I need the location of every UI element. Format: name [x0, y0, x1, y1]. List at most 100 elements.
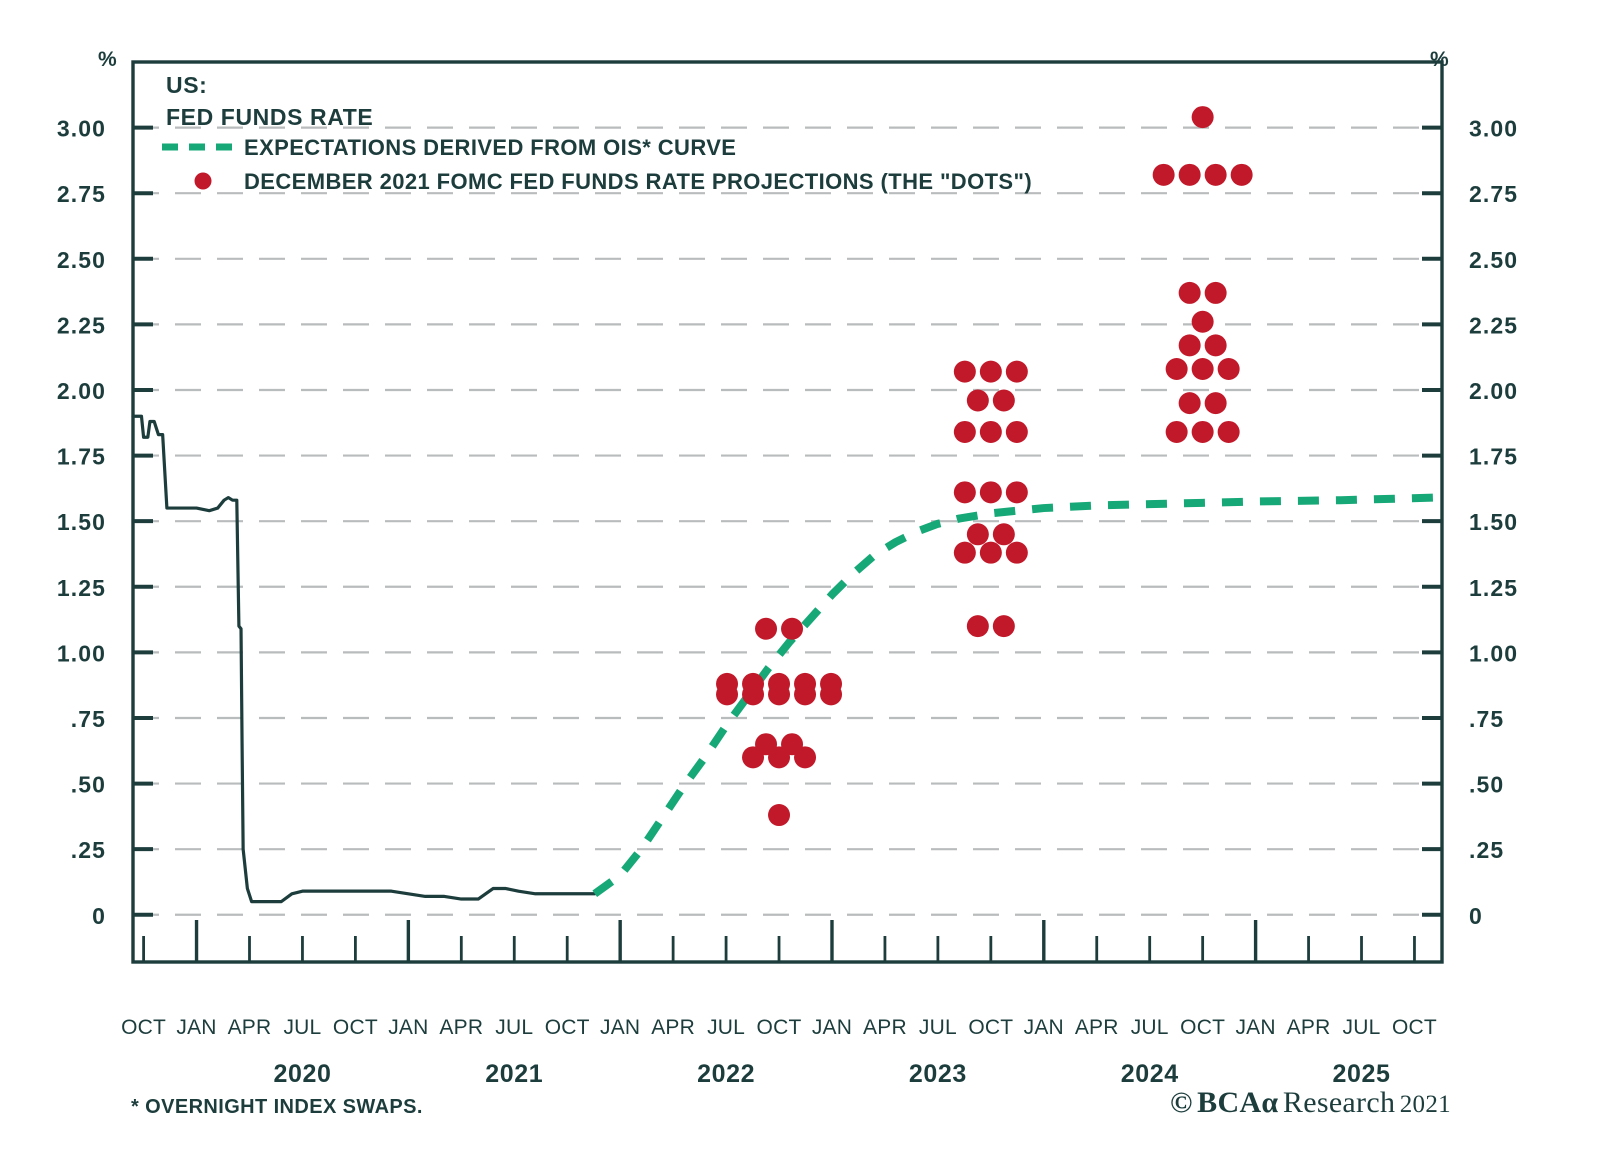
x-tick-label: OCT — [545, 1016, 590, 1039]
y-tick-label-right: 2.50 — [1469, 247, 1518, 273]
legend-ois-dash-swatch — [162, 143, 234, 151]
fomc-dot — [1165, 358, 1188, 380]
y-tick-label-right: 2.00 — [1469, 378, 1518, 404]
y-tick-label-left: 1.00 — [57, 640, 106, 666]
y-tick-label-right: 0 — [1469, 903, 1483, 929]
x-tick-label: JAN — [388, 1016, 428, 1039]
x-tick-label: APR — [1287, 1016, 1331, 1039]
y-tick-label-right: .75 — [1469, 706, 1504, 732]
x-tick-label: JUL — [1131, 1016, 1169, 1039]
x-tick-label: APR — [439, 1016, 483, 1039]
x-tick-label: OCT — [1180, 1016, 1225, 1039]
fomc-dot — [953, 481, 976, 504]
y-axis-labels-right: 0 .25 .50 .75 1.00 1.25 1.50 1.75 2.00 2.25 2.50 2.… — [1469, 116, 1518, 929]
fomc-dot — [953, 541, 976, 564]
x-tick-label: JAN — [176, 1016, 216, 1039]
fomc-dot — [716, 683, 739, 706]
left-axis-unit: % — [98, 48, 117, 71]
fomc-dot — [992, 523, 1015, 546]
copyright-brand: BCA — [1197, 1086, 1262, 1119]
x-tick-label: OCT — [121, 1016, 166, 1039]
year-label: 2020 — [273, 1060, 331, 1088]
y-tick-label-right: 2.75 — [1469, 181, 1518, 207]
fomc-dot — [794, 683, 817, 706]
x-tick-label: OCT — [757, 1016, 802, 1039]
x-axis-ticks — [142, 920, 1416, 962]
y-tick-label-left: 2.75 — [57, 181, 106, 207]
copyright-name: Research — [1282, 1086, 1396, 1119]
fomc-dot — [1191, 106, 1214, 129]
y-tick-label-right: 1.00 — [1469, 640, 1518, 666]
y-tick-label-left: 0 — [92, 903, 106, 929]
fomc-dot — [979, 420, 1002, 443]
right-axis-unit: % — [1430, 48, 1449, 71]
fomc-dot — [1204, 163, 1227, 186]
fomc-dot — [1191, 420, 1214, 443]
fomc-dot — [742, 746, 765, 769]
fomc-dot — [781, 617, 804, 640]
fomc-dot — [1204, 392, 1227, 415]
y-tick-label-left: 1.75 — [57, 444, 106, 470]
y-tick-label-right: 2.25 — [1469, 312, 1518, 338]
fomc-dot — [979, 360, 1002, 383]
fomc-dot — [953, 420, 976, 443]
y-tick-label-left: 3.00 — [57, 116, 106, 142]
fomc-dot — [1178, 281, 1201, 304]
y-tick-label-right: 1.75 — [1469, 444, 1518, 470]
fomc-dot — [755, 617, 778, 640]
x-tick-label: JAN — [1235, 1016, 1275, 1039]
y-tick-label-left: 1.50 — [57, 509, 106, 535]
fomc-dot — [992, 615, 1015, 638]
fomc-dot — [992, 389, 1015, 412]
x-tick-label: APR — [1075, 1016, 1119, 1039]
legend-title-line1: US: — [166, 72, 208, 98]
fomc-dot — [979, 481, 1002, 504]
y-axis-ticks-left — [133, 125, 153, 917]
fomc-dot — [1217, 420, 1240, 443]
series-fed-funds-rate-line — [131, 414, 597, 904]
y-tick-label-left: .50 — [71, 772, 106, 798]
x-tick-label: JUL — [283, 1016, 321, 1039]
x-axis-labels: OCT JAN APR JUL OCT JAN APR JUL OCT JAN APR JUL OCT J… — [121, 1016, 1437, 1039]
fomc-dot — [1178, 392, 1201, 415]
fomc-dot — [1204, 281, 1227, 304]
fomc-dot — [1005, 420, 1028, 443]
series-fomc-dots — [716, 106, 1253, 827]
x-tick-label: JAN — [812, 1016, 852, 1039]
x-tick-label: OCT — [968, 1016, 1013, 1039]
y-tick-label-left: 2.25 — [57, 312, 106, 338]
y-tick-label-left: 1.25 — [57, 575, 106, 601]
fomc-dot — [966, 615, 989, 638]
year-labels: 2020 2021 2022 2023 2024 2025 — [273, 1060, 1389, 1088]
y-axis-ticks-right — [1422, 125, 1442, 917]
fomc-dot — [1178, 334, 1201, 357]
fomc-dot — [953, 360, 976, 383]
ois-expectations-path — [592, 493, 1436, 898]
fomc-dot — [1005, 541, 1028, 564]
copyright-year: 2021 — [1399, 1091, 1451, 1118]
fomc-dot — [1191, 310, 1214, 333]
fomc-dot — [768, 683, 791, 706]
series-ois-expectations-line — [592, 493, 1436, 898]
fomc-dot — [768, 746, 791, 769]
fomc-dot — [1005, 360, 1028, 383]
legend-title-line2: FED FUNDS RATE — [166, 104, 374, 130]
copyright: © BCAα Research 2021 — [1170, 1086, 1451, 1119]
legend-dot-swatch — [194, 172, 212, 190]
fomc-dot — [742, 683, 765, 706]
y-axis-labels-left: 0 .25 .50 .75 1.00 1.25 1.50 1.75 2.00 2.25 2.50 2.… — [57, 116, 106, 929]
y-tick-label-left: .75 — [71, 706, 106, 732]
year-label: 2022 — [697, 1060, 755, 1088]
x-tick-label: JAN — [1024, 1016, 1064, 1039]
legend-dots-label: DECEMBER 2021 FOMC FED FUNDS RATE PROJEC… — [244, 169, 1033, 194]
year-label: 2021 — [485, 1060, 543, 1088]
y-tick-label-left: 2.00 — [57, 378, 106, 404]
fomc-dot — [768, 804, 791, 827]
footnote-overnight-index-swaps: * OVERNIGHT INDEX SWAPS. — [131, 1096, 423, 1118]
fomc-dot — [1191, 358, 1214, 380]
y-tick-label-left: .25 — [71, 837, 106, 863]
fomc-dot — [1230, 163, 1253, 186]
fomc-dot — [1217, 358, 1240, 380]
fomc-dot — [1204, 334, 1227, 357]
